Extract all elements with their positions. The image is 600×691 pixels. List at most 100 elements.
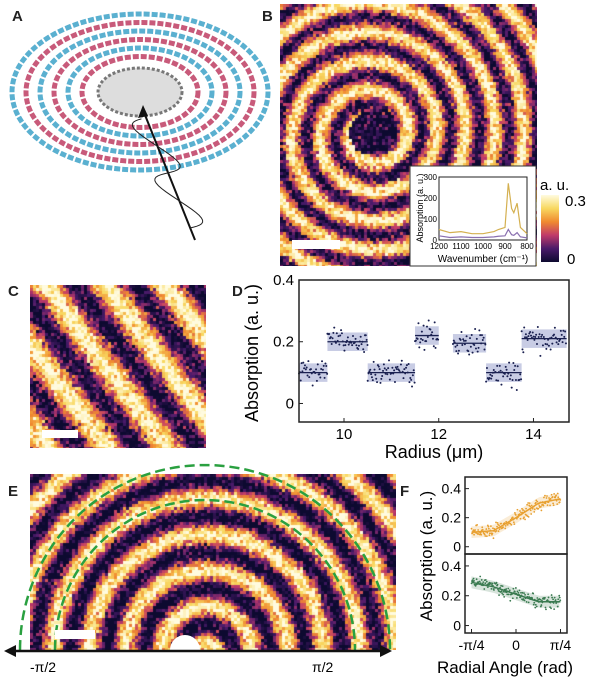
data-point: [316, 363, 319, 366]
data-point: [520, 591, 522, 594]
data-point: [526, 503, 529, 506]
ytick-label: 0.2: [442, 510, 462, 526]
data-point: [357, 347, 360, 350]
data-point: [540, 335, 543, 338]
spiral-ring: [9, 11, 271, 173]
data-point: [423, 348, 426, 351]
data-point: [482, 581, 485, 584]
data-point: [325, 364, 328, 367]
data-point: [537, 336, 540, 339]
data-point: [354, 337, 357, 340]
data-point: [330, 342, 333, 345]
data-point: [416, 337, 419, 340]
data-point: [519, 510, 521, 512]
data-point: [534, 501, 537, 504]
data-point: [504, 527, 507, 530]
data-point: [556, 492, 559, 495]
data-point: [512, 587, 515, 590]
data-point: [425, 325, 428, 328]
data-point: [321, 360, 324, 363]
data-point: [485, 535, 488, 538]
data-point: [506, 523, 509, 526]
data-point: [477, 529, 480, 531]
data-point: [414, 339, 417, 342]
data-point: [321, 368, 324, 371]
data-point: [527, 335, 530, 338]
data-point: [538, 333, 541, 336]
data-point: [429, 328, 432, 331]
inset-axes: [438, 176, 528, 241]
data-point: [524, 333, 527, 336]
data-point: [374, 373, 377, 376]
data-point: [543, 496, 545, 499]
data-point: [533, 601, 536, 604]
data-point: [427, 319, 430, 322]
data-point: [532, 592, 535, 595]
data-point: [531, 331, 534, 334]
data-point: [563, 335, 566, 338]
xtick-label: 0: [512, 637, 520, 653]
data-point: [532, 603, 535, 606]
data-point: [340, 329, 343, 332]
data-point: [300, 362, 303, 365]
data-point: [366, 379, 369, 382]
data-point: [488, 532, 491, 535]
data-point: [546, 495, 548, 497]
data-point: [373, 368, 376, 371]
data-point: [557, 343, 560, 346]
data-point: [518, 589, 521, 592]
data-point: [457, 352, 460, 355]
data-point: [558, 501, 561, 504]
data-point: [539, 598, 542, 601]
light-wave: [131, 118, 204, 229]
data-point: [511, 516, 514, 519]
arrow-right-icon: [380, 645, 392, 657]
data-point: [492, 527, 494, 530]
spiral-ring: [51, 37, 229, 147]
data-point: [419, 341, 422, 344]
data-point: [547, 596, 550, 599]
data-point: [552, 602, 555, 604]
data-point: [347, 343, 350, 346]
inset-ytick: 200: [424, 194, 438, 203]
data-point: [359, 335, 362, 338]
data-point: [485, 380, 488, 383]
data-point: [309, 368, 312, 371]
inset-ytick: 300: [424, 173, 438, 182]
data-point: [368, 370, 371, 373]
data-point: [508, 589, 511, 592]
data-point: [513, 590, 516, 593]
data-point: [484, 578, 487, 581]
data-point: [306, 374, 309, 377]
data-point: [412, 369, 415, 372]
data-point: [398, 369, 401, 372]
data-point: [311, 384, 314, 387]
data-point: [530, 334, 533, 337]
center-marker: [170, 635, 200, 650]
data-point: [516, 517, 518, 520]
data-point: [425, 340, 428, 343]
data-point: [340, 332, 343, 335]
data-point: [460, 331, 463, 334]
data-point: [540, 599, 543, 602]
panel-label-e: E: [8, 483, 19, 500]
panel-e-overlay: [4, 463, 392, 657]
data-point: [502, 526, 505, 529]
data-point: [519, 517, 522, 520]
inset-frame: [409, 165, 537, 267]
ytick-label: 0: [286, 395, 294, 412]
data-point: [332, 331, 335, 334]
data-point: [480, 579, 483, 581]
inset-ylabel: Absorption (a. u.): [415, 173, 425, 242]
data-point: [503, 372, 506, 375]
data-point: [420, 330, 423, 333]
data-point: [369, 368, 372, 371]
xtick-label: -π/4: [459, 637, 485, 653]
colorbar-min: 0: [567, 251, 575, 268]
data-point: [478, 329, 481, 332]
data-point: [380, 377, 383, 380]
data-point: [382, 363, 385, 366]
data-point: [482, 336, 485, 339]
data-point: [551, 596, 553, 599]
light-arrow: [142, 109, 196, 241]
